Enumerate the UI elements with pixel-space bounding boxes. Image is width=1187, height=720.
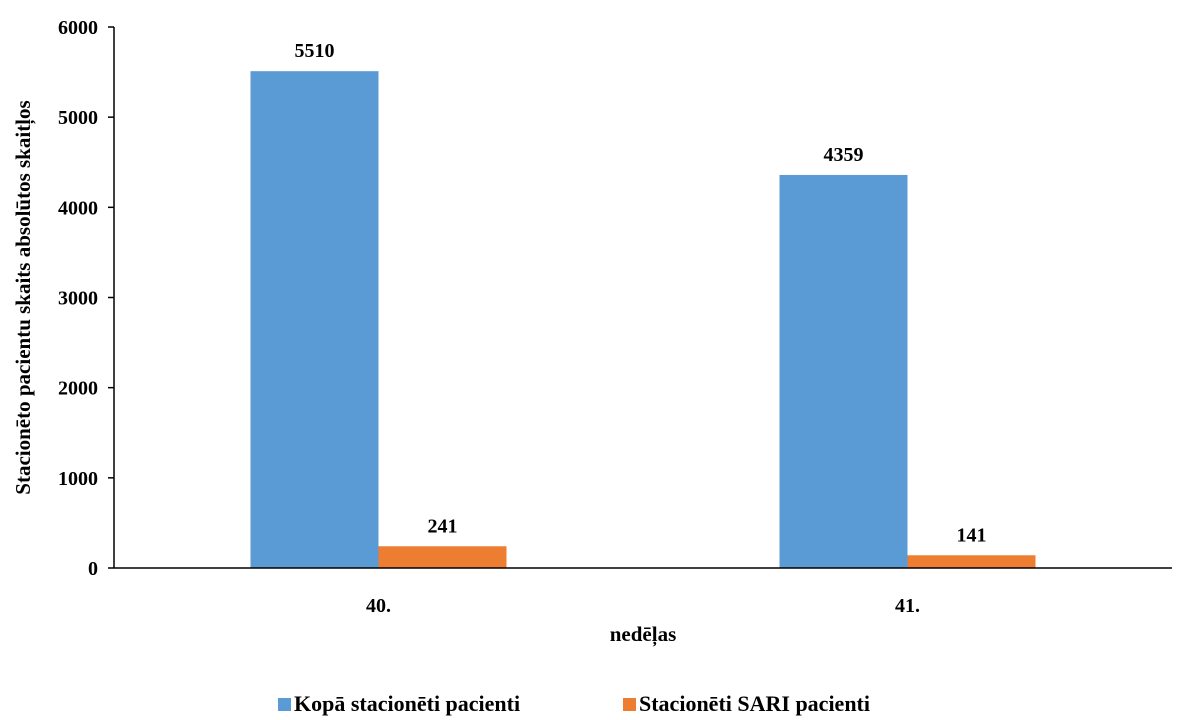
y-tick-label: 4000 bbox=[58, 197, 98, 219]
x-tick-label: 41. bbox=[895, 595, 920, 617]
y-tick-label: 3000 bbox=[58, 288, 98, 310]
bar bbox=[250, 71, 379, 568]
y-axis-ticks: 0 1000 2000 3000 4000 5000 6000 bbox=[58, 17, 114, 580]
bar-data-label: 241 bbox=[428, 515, 458, 537]
y-tick-label: 0 bbox=[88, 558, 98, 580]
y-tick-label: 6000 bbox=[58, 17, 98, 39]
legend-label: Stacionēti SARI pacienti bbox=[639, 691, 870, 716]
legend-label: Kopā stacionēti pacienti bbox=[294, 691, 520, 716]
x-axis-ticks: 40. 41. bbox=[366, 595, 920, 617]
y-axis-title: Stacionēto pacientu skaits absolūtos ska… bbox=[11, 100, 36, 494]
bar-data-label: 5510 bbox=[295, 40, 335, 62]
bar-data-label: 4359 bbox=[824, 144, 864, 166]
x-axis-title: nedēļas bbox=[610, 622, 677, 647]
bar bbox=[779, 174, 908, 568]
x-tick-label: 40. bbox=[366, 595, 391, 617]
bar bbox=[378, 546, 507, 568]
legend-swatch bbox=[623, 698, 636, 711]
y-tick-label: 2000 bbox=[58, 378, 98, 400]
bars bbox=[250, 71, 1036, 568]
y-tick-label: 1000 bbox=[58, 468, 98, 490]
legend: Kopā stacionēti pacienti Stacionēti SARI … bbox=[278, 691, 870, 716]
bar bbox=[907, 555, 1036, 568]
data-labels: 5510 241 4359 141 bbox=[295, 40, 987, 546]
y-tick-label: 5000 bbox=[58, 107, 98, 129]
legend-swatch bbox=[278, 698, 291, 711]
bar-data-label: 141 bbox=[957, 524, 987, 546]
